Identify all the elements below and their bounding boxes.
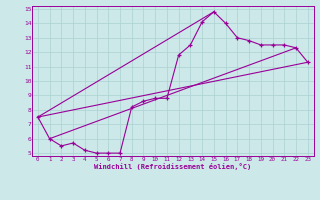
- X-axis label: Windchill (Refroidissement éolien,°C): Windchill (Refroidissement éolien,°C): [94, 163, 252, 170]
